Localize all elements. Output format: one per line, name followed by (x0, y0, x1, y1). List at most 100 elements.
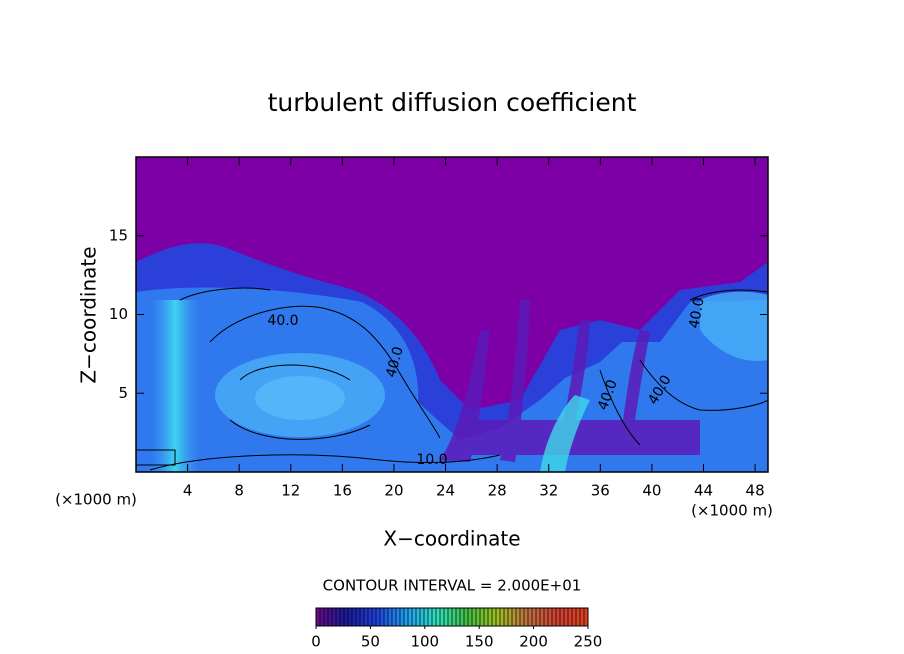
colorbar-swatch (404, 608, 409, 626)
colorbar-swatch (524, 608, 529, 626)
colorbar-tick-label: 200 (519, 633, 548, 651)
colorbar-swatch (532, 608, 537, 626)
unit-label: (×1000 m) (691, 502, 773, 520)
colorbar-swatch (508, 608, 513, 626)
x-tick-label: 48 (746, 482, 765, 500)
colorbar-swatch (360, 608, 365, 626)
x-tick-label: 28 (488, 482, 507, 500)
colorbar-swatch (368, 608, 373, 626)
field-region (540, 395, 590, 472)
contour-label: 10.0 (416, 452, 447, 468)
colorbar-swatch (564, 608, 569, 626)
colorbar-swatch (500, 608, 505, 626)
colorbar-frame (315, 607, 589, 627)
colorbar-swatch (560, 608, 565, 626)
colorbar-swatch (512, 608, 517, 626)
colorbar-swatch (316, 608, 321, 626)
colorbar-swatch (348, 608, 353, 626)
colorbar-tick-label: 50 (361, 633, 380, 651)
x-tick-label: 4 (183, 482, 193, 500)
x-tick-label: 20 (384, 482, 403, 500)
colorbar-swatch (496, 608, 501, 626)
colorbar-swatch (388, 608, 393, 626)
contour-label: 40.0 (267, 313, 298, 329)
colorbar-swatch (376, 608, 381, 626)
x-tick-label: 44 (694, 482, 713, 500)
colorbar-swatch (464, 608, 469, 626)
colorbar-swatch (420, 608, 425, 626)
colorbar-swatch (484, 608, 489, 626)
colorbar-swatch (528, 608, 533, 626)
colorbar-swatch (580, 608, 585, 626)
colorbar-swatch (384, 608, 389, 626)
colorbar-swatch (536, 608, 541, 626)
colorbar-swatch (356, 608, 361, 626)
field-region (440, 300, 700, 462)
colorbar-swatch (332, 608, 337, 626)
colorbar-swatch (320, 608, 325, 626)
colorbar-swatch (448, 608, 453, 626)
colorbar-swatch (436, 608, 441, 626)
colorbar-swatch (396, 608, 401, 626)
colorbar-swatch (424, 608, 429, 626)
y-tick-label: 10 (109, 305, 128, 323)
x-tick-label: 12 (281, 482, 300, 500)
x-tick-label: 32 (539, 482, 558, 500)
x-tick-label: 36 (591, 482, 610, 500)
field-region (700, 291, 768, 361)
contour-label: 40.0 (383, 345, 407, 379)
colorbar-swatch (540, 608, 545, 626)
colorbar-swatch (364, 608, 369, 626)
contour-lines (136, 287, 768, 471)
colorbar-swatch (516, 608, 521, 626)
y-tick-label: 5 (118, 384, 128, 402)
x-tick-label: 24 (436, 482, 455, 500)
colorbar-swatch (344, 608, 349, 626)
colorbar-swatch (380, 608, 385, 626)
colorbar-tick-label: 250 (574, 633, 603, 651)
colorbar-swatch (352, 608, 357, 626)
colorbar-swatch (556, 608, 561, 626)
colorbar-swatch (340, 608, 345, 626)
colorbar-tick-label: 150 (465, 633, 494, 651)
colorbar-swatch (572, 608, 577, 626)
colorbar-swatch (520, 608, 525, 626)
colorbar-swatch (324, 608, 329, 626)
colorbar-swatch (392, 608, 397, 626)
colorbar-swatch (432, 608, 437, 626)
colorbar-swatch (468, 608, 473, 626)
colorbar-swatch (440, 608, 445, 626)
colorbar-swatch (584, 608, 589, 626)
colorbar-swatch (444, 608, 449, 626)
field-region (255, 376, 345, 420)
colorbar-swatch (568, 608, 573, 626)
colorbar-swatch (412, 608, 417, 626)
field (136, 157, 768, 472)
field-region (150, 300, 200, 472)
y-axis-label: Z−coordinate (77, 246, 101, 383)
colorbar-swatch (336, 608, 341, 626)
unit-label: (×1000 m) (55, 491, 137, 509)
colorbar-swatch (428, 608, 433, 626)
colorbar-swatch (488, 608, 493, 626)
colorbar-swatch (400, 608, 405, 626)
x-tick-label: 8 (234, 482, 244, 500)
colorbar-swatch (452, 608, 457, 626)
x-axis-label: X−coordinate (383, 527, 520, 551)
colorbar-swatch (456, 608, 461, 626)
colorbar-swatch (504, 608, 509, 626)
colorbar-swatch (328, 608, 333, 626)
colorbar-swatch (480, 608, 485, 626)
colorbar-swatch (476, 608, 481, 626)
x-tick-label: 16 (333, 482, 352, 500)
x-tick-label: 40 (642, 482, 661, 500)
contour-label: 40.0 (686, 296, 707, 329)
y-tick-label: 15 (109, 226, 128, 244)
colorbar-swatch (472, 608, 477, 626)
colorbar-swatch (416, 608, 421, 626)
colorbar-swatch (544, 608, 549, 626)
colorbar-swatch (408, 608, 413, 626)
colorbar-swatch (552, 608, 557, 626)
